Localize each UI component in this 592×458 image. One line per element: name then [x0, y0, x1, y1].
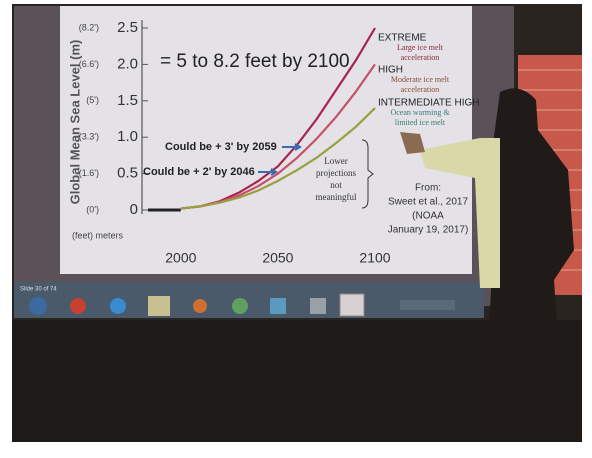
legend-description: limited ice melt [395, 118, 446, 127]
y-tick-label: 0 [130, 201, 138, 218]
source: January 19, 2017) [388, 225, 469, 236]
photo: Slide 30 of 74 00.51.01.52.02.5(0')(1.6'… [0, 0, 592, 453]
y-axis-title: Global Mean Sea Level (m) [67, 40, 82, 205]
legend-description: Moderate ice melt [391, 75, 450, 84]
note: Lower [324, 156, 348, 166]
note: not [330, 180, 342, 190]
x-tick-label: 2000 [165, 250, 196, 266]
y-tick-label: 0.5 [117, 165, 138, 182]
feet-tick-label: (5') [86, 95, 99, 105]
y-tick-label: 2.0 [117, 55, 138, 72]
y-tick-label: 1.5 [117, 92, 138, 109]
source: Sweet et al., 2017 [388, 197, 468, 208]
note: meaningful [316, 192, 357, 202]
source: (NOAA [412, 211, 444, 222]
note: projections [316, 168, 356, 178]
legend-description: Large ice melt [397, 43, 444, 52]
x-tick-label: 2100 [359, 250, 390, 266]
legend-description: acceleration [401, 85, 440, 94]
annotation: Could be + 2' by 2046 [143, 166, 255, 178]
y-tick-label: 1.0 [117, 128, 138, 145]
x-tick-label: 2050 [262, 250, 293, 266]
subtitle: = 5 to 8.2 feet by 2100 [160, 51, 350, 72]
feet-tick-label: (8.2') [79, 22, 99, 32]
feet-tick-label: (0') [86, 204, 99, 214]
annotation: Could be + 3' by 2059 [165, 141, 277, 153]
slide-status: Slide 30 of 74 [20, 287, 57, 293]
legend-description: acceleration [401, 53, 440, 62]
legend-description: Ocean warming & [390, 108, 450, 117]
source: From: [415, 183, 441, 194]
units-label: (feet) meters [72, 230, 124, 240]
y-tick-label: 2.5 [117, 19, 138, 36]
